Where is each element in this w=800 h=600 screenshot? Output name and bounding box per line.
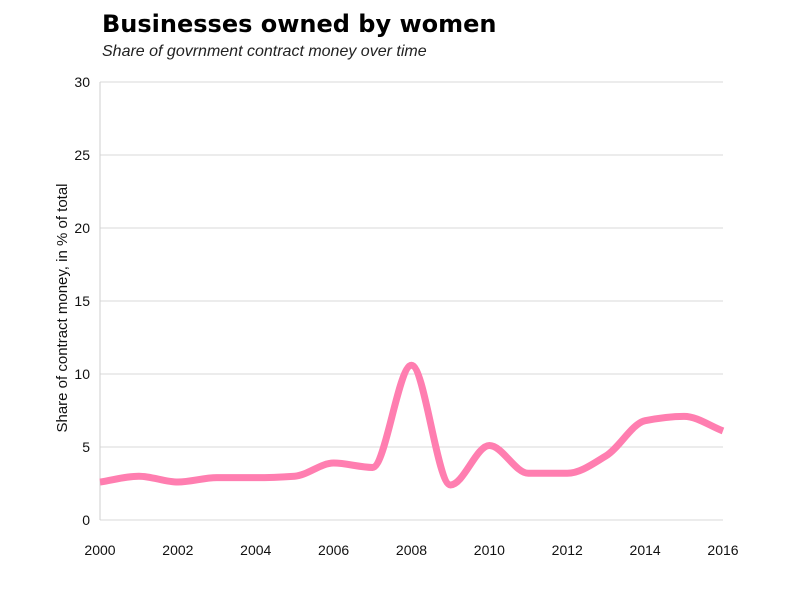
x-tick-label-2000: 2000 [84,542,115,558]
series-line-0 [99,361,725,489]
x-axis-ticks: 2000 2002 2004 2006 2008 2010 2012 2014 2016 [84,542,738,558]
y-tick-label-15: 15 [74,293,90,309]
y-tick-label-25: 25 [74,147,90,163]
gridlines [99,81,723,521]
chart-title: Businesses owned by women [102,10,497,38]
y-tick-label-10: 10 [74,366,90,382]
y-tick-label-20: 20 [74,220,90,236]
x-tick-label-2010: 2010 [474,542,505,558]
x-tick-label-2008: 2008 [396,542,427,558]
series-layer [99,361,725,489]
x-tick-label-2014: 2014 [630,542,661,558]
x-tick-label-2004: 2004 [240,542,271,558]
y-tick-label-5: 5 [82,439,90,455]
x-tick-label-2012: 2012 [552,542,583,558]
x-tick-label-2016: 2016 [707,542,738,558]
y-tick-label-0: 0 [82,512,90,528]
x-tick-label-2002: 2002 [162,542,193,558]
y-axis-ticks: 0 5 10 15 20 25 30 [74,74,90,528]
chart-subtitle: Share of govrnment contract money over t… [102,43,427,60]
y-axis-label: Share of contract money, in % of total [54,183,71,432]
y-tick-label-30: 30 [74,74,90,90]
x-tick-label-2006: 2006 [318,542,349,558]
